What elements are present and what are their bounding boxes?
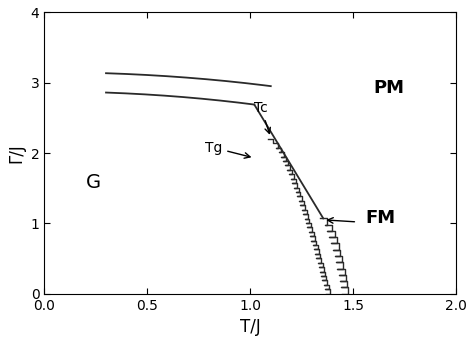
Text: PM: PM	[374, 79, 405, 97]
Text: G: G	[85, 173, 100, 192]
Text: Tg: Tg	[205, 141, 250, 158]
Y-axis label: Γ/J: Γ/J	[7, 143, 25, 163]
X-axis label: T/J: T/J	[240, 318, 261, 336]
Text: Tc: Tc	[254, 101, 270, 133]
Text: FM: FM	[365, 209, 396, 227]
